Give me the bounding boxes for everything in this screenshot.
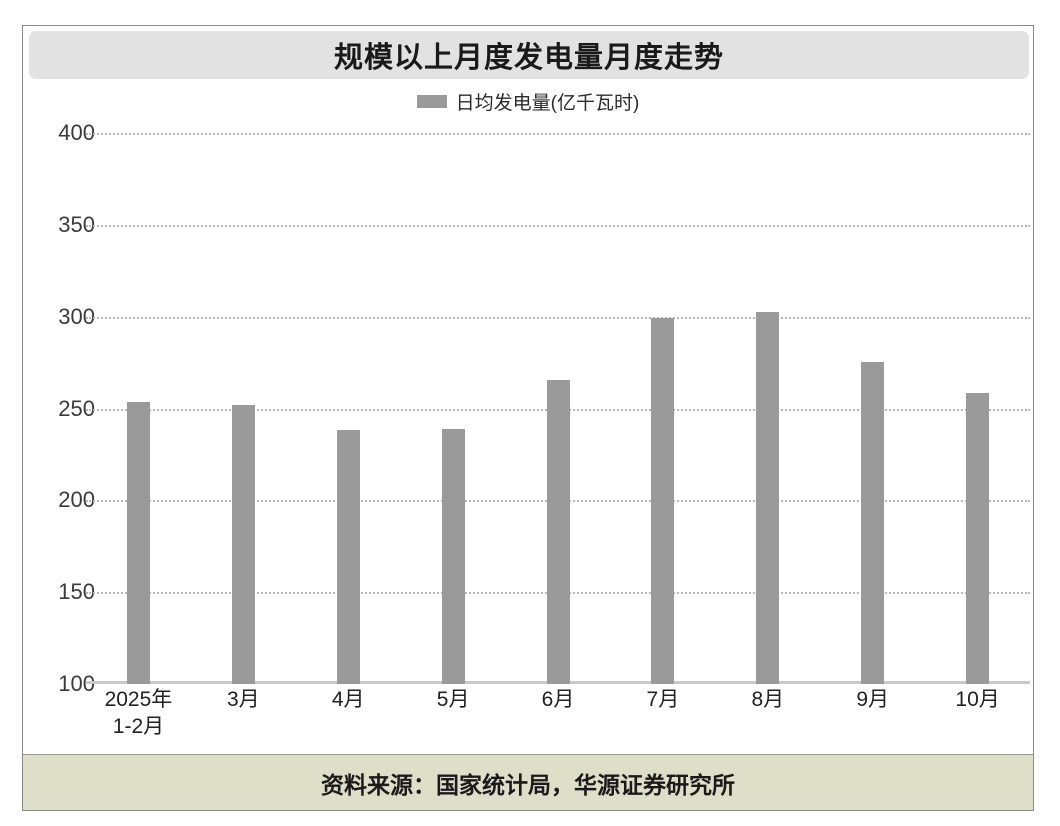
bar-8yue[interactable] bbox=[756, 312, 780, 684]
chart-legend: 日均发电量(亿千瓦时) bbox=[23, 88, 1033, 115]
bar-6yue[interactable] bbox=[546, 380, 570, 684]
bar-slot bbox=[296, 133, 401, 684]
x-tick-label: 4月 bbox=[331, 688, 365, 711]
y-tick-350: 350 bbox=[58, 211, 95, 237]
x-slot: 5月 bbox=[401, 687, 506, 741]
bar-slot bbox=[86, 133, 191, 684]
bar-2025-1-2[interactable] bbox=[126, 402, 150, 684]
x-slot: 8月 bbox=[715, 687, 820, 741]
bar-7yue[interactable] bbox=[651, 317, 675, 684]
plot-area bbox=[86, 133, 1030, 684]
figure-frame: 规模以上月度发电量月度走势 日均发电量(亿千瓦时) 400 350 300 25… bbox=[22, 25, 1034, 811]
x-tick-label: 8月 bbox=[751, 688, 785, 711]
bar-slot bbox=[610, 133, 715, 684]
gridline-300 bbox=[86, 316, 1030, 319]
x-slot: 6月 bbox=[506, 687, 611, 741]
x-tick-label: 7月 bbox=[646, 688, 680, 711]
x-slot: 3月 bbox=[191, 687, 296, 741]
source-band: 资料来源：国家统计局，华源证券研究所 bbox=[23, 754, 1033, 810]
bar-slot bbox=[820, 133, 925, 684]
bar-9yue[interactable] bbox=[861, 361, 885, 684]
x-slot: 7月 bbox=[610, 687, 715, 741]
x-slot: 9月 bbox=[820, 687, 925, 741]
x-tick-label: 9月 bbox=[856, 688, 890, 711]
legend-swatch-icon bbox=[416, 95, 447, 108]
plot-wrapper: 400 350 300 250 200 150 100 bbox=[23, 26, 1033, 810]
y-tick-200: 200 bbox=[58, 487, 95, 513]
chart-title-band: 规模以上月度发电量月度走势 bbox=[29, 31, 1029, 79]
y-axis: 400 350 300 250 200 150 100 bbox=[23, 26, 101, 810]
x-tick-label: 10月 bbox=[955, 688, 1000, 711]
bar-4yue[interactable] bbox=[336, 429, 360, 684]
x-slot: 2025年 1-2月 bbox=[86, 687, 191, 741]
y-tick-250: 250 bbox=[58, 395, 95, 421]
bar-slot bbox=[925, 133, 1030, 684]
source-note: 资料来源：国家统计局，华源证券研究所 bbox=[321, 771, 735, 798]
x-tick-label: 2025年 1-2月 bbox=[104, 688, 173, 738]
page-title: 规模以上月度发电量月度走势 bbox=[333, 42, 724, 74]
bar-5yue[interactable] bbox=[441, 429, 465, 684]
gridline-350 bbox=[86, 224, 1030, 227]
bar-slot bbox=[401, 133, 506, 684]
gridline-400 bbox=[86, 133, 1030, 135]
bar-slot bbox=[191, 133, 296, 684]
x-axis: 2025年 1-2月 3月 4月 5月 6月 7月 8月 9月 10月 bbox=[86, 687, 1030, 741]
x-slot: 4月 bbox=[296, 687, 401, 741]
x-tick-label: 6月 bbox=[541, 688, 575, 711]
x-tick-label: 5月 bbox=[436, 688, 470, 711]
bars-layer bbox=[86, 133, 1030, 684]
y-tick-400: 400 bbox=[58, 120, 95, 145]
bar-slot bbox=[715, 133, 820, 684]
x-slot: 10月 bbox=[925, 687, 1030, 741]
bar-3yue[interactable] bbox=[231, 404, 255, 684]
x-tick-label: 3月 bbox=[226, 688, 260, 711]
y-tick-150: 150 bbox=[58, 579, 95, 605]
y-tick-300: 300 bbox=[58, 303, 95, 329]
bar-10yue[interactable] bbox=[966, 392, 990, 684]
bar-slot bbox=[506, 133, 611, 684]
legend-label: 日均发电量(亿千瓦时) bbox=[455, 93, 640, 114]
